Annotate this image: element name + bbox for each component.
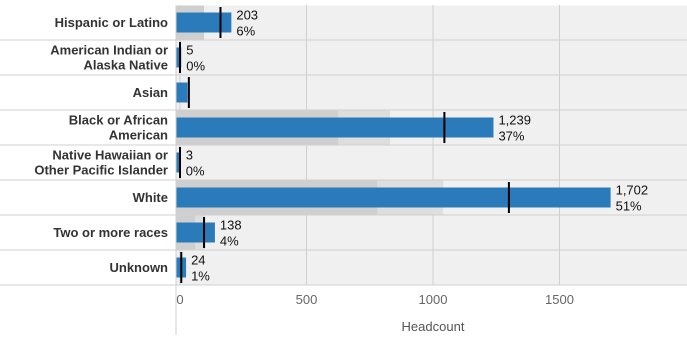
value-label: 3 — [186, 148, 193, 163]
value-label: 1,239 — [498, 113, 531, 128]
category-label: Unknown — [110, 260, 169, 275]
category-label: Alaska Native — [83, 58, 168, 73]
bar — [176, 117, 494, 138]
x-tick-label: 1500 — [545, 292, 574, 307]
x-tick-label: 500 — [296, 292, 318, 307]
percent-label: 37% — [498, 129, 524, 144]
category-label: Asian — [133, 85, 168, 100]
row-background — [176, 145, 687, 180]
value-label: 24 — [191, 253, 205, 268]
percent-label: 4% — [220, 234, 239, 249]
row-background — [176, 75, 687, 110]
row-background — [176, 5, 687, 40]
percent-label: 51% — [616, 199, 642, 214]
bar — [176, 152, 181, 173]
percent-label: 6% — [236, 24, 255, 39]
category-label: American — [109, 128, 168, 143]
category-label: American Indian or — [50, 43, 168, 58]
percent-label: 0% — [186, 164, 205, 179]
x-tick-label: 0 — [176, 292, 183, 307]
row-background — [176, 40, 687, 75]
bar — [176, 187, 611, 208]
value-label: 203 — [236, 8, 258, 23]
percent-label: 0% — [186, 59, 205, 74]
value-label: 5 — [186, 43, 193, 58]
value-label: 1,702 — [616, 183, 649, 198]
percent-label: 1% — [191, 269, 210, 284]
category-label: Two or more races — [53, 225, 168, 240]
bar — [176, 82, 188, 103]
row-background — [176, 250, 687, 285]
bar — [176, 47, 182, 68]
row-background — [176, 215, 687, 250]
bar — [176, 12, 232, 33]
x-axis-title: Headcount — [402, 319, 465, 334]
category-label: Black or African — [69, 113, 168, 128]
category-label: Native Hawaiian or — [52, 148, 168, 163]
bar — [176, 222, 215, 243]
category-label: Hispanic or Latino — [55, 15, 168, 30]
x-tick-label: 1000 — [419, 292, 448, 307]
value-label: 138 — [220, 218, 242, 233]
category-label: Other Pacific Islander — [34, 163, 168, 178]
category-label: White — [133, 190, 168, 205]
